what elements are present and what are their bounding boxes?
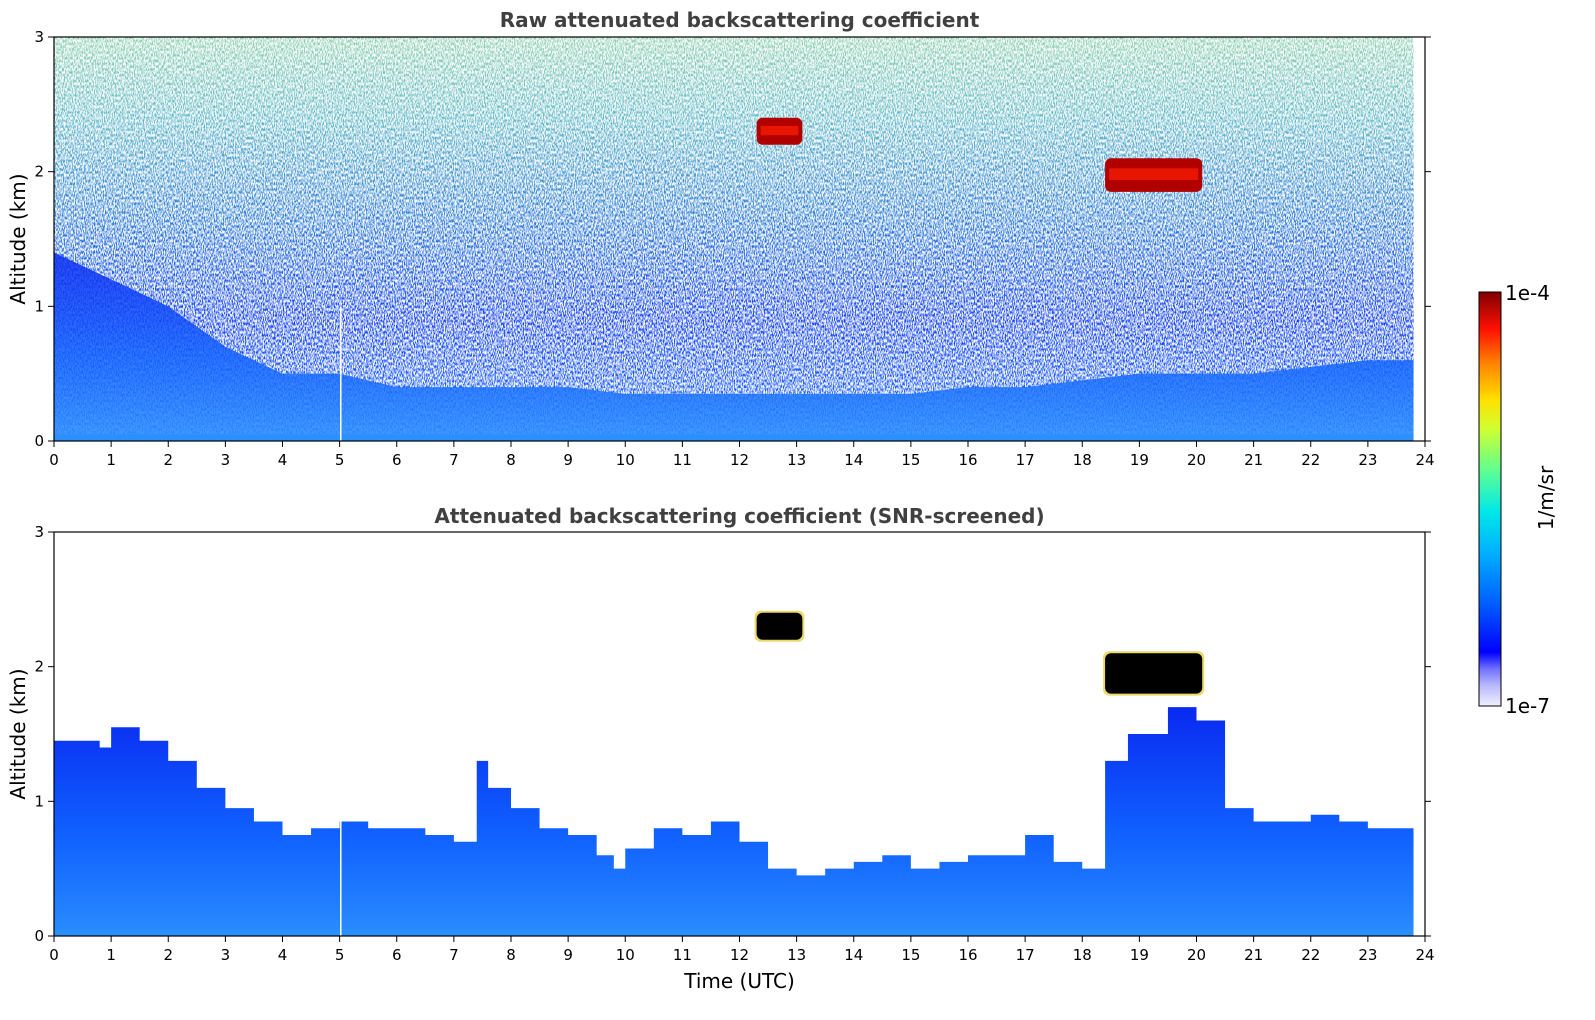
cloud-layer-1	[754, 610, 805, 642]
x-tick-label: 16	[958, 946, 977, 964]
x-tick-label: 15	[901, 946, 920, 964]
x-tick-label: 11	[673, 946, 692, 964]
x-tick-label: 8	[506, 946, 516, 964]
panel-raw-ylabel: Altitude (km)	[6, 173, 30, 304]
x-tick-label: 22	[1301, 946, 1320, 964]
x-tick-label: 13	[787, 451, 806, 469]
no-data-region	[1413, 532, 1425, 936]
panel-screened-xlabel: Time (UTC)	[683, 969, 795, 993]
x-tick-label: 21	[1244, 451, 1263, 469]
x-tick-label: 17	[1016, 946, 1035, 964]
x-tick-label: 19	[1130, 946, 1149, 964]
colorbar-max-label: 1e-4	[1505, 281, 1550, 305]
y-tick-label: 2	[34, 658, 44, 676]
near-surface-layer	[54, 929, 1414, 936]
x-tick-label: 3	[221, 946, 231, 964]
y-tick-label: 0	[34, 927, 44, 945]
x-tick-label: 5	[335, 946, 345, 964]
x-tick-label: 8	[506, 451, 516, 469]
x-tick-label: 24	[1415, 451, 1434, 469]
x-tick-label: 18	[1073, 946, 1092, 964]
x-tick-label: 4	[278, 946, 288, 964]
y-tick-label: 0	[34, 432, 44, 450]
x-tick-label: 2	[163, 451, 173, 469]
x-tick-label: 6	[392, 946, 402, 964]
x-tick-label: 11	[673, 451, 692, 469]
x-tick-label: 17	[1016, 451, 1035, 469]
panel-raw-title: Raw attenuated backscattering coefficien…	[500, 8, 980, 32]
no-data-region	[1413, 37, 1425, 441]
x-tick-label: 10	[616, 451, 635, 469]
colorbar-gradient	[1478, 291, 1502, 707]
x-tick-label: 12	[730, 946, 749, 964]
y-tick-label: 3	[34, 28, 44, 46]
x-tick-label: 20	[1187, 451, 1206, 469]
x-tick-label: 13	[787, 946, 806, 964]
x-tick-label: 1	[106, 946, 116, 964]
colorbar: 1e-4 1e-7 1/m/sr	[1478, 281, 1558, 718]
boundary-layer-aerosol	[54, 707, 1414, 936]
cloud-layer-1	[756, 117, 803, 145]
x-tick-label: 18	[1073, 451, 1092, 469]
panel-screened-title: Attenuated backscattering coefficient (S…	[434, 504, 1044, 528]
y-tick-label: 2	[34, 163, 44, 181]
x-tick-label: 14	[844, 946, 863, 964]
panel-screened: Attenuated backscattering coefficient (S…	[6, 504, 1435, 993]
x-tick-label: 10	[616, 946, 635, 964]
x-tick-label: 3	[221, 451, 231, 469]
x-tick-label: 4	[278, 451, 288, 469]
y-tick-label: 1	[34, 297, 44, 315]
y-tick-label: 1	[34, 792, 44, 810]
x-tick-label: 0	[49, 451, 59, 469]
x-tick-label: 14	[844, 451, 863, 469]
x-tick-label: 22	[1301, 451, 1320, 469]
cloud-layer-2	[1105, 158, 1203, 192]
x-tick-label: 7	[449, 946, 459, 964]
x-tick-label: 9	[563, 946, 573, 964]
x-tick-label: 21	[1244, 946, 1263, 964]
x-tick-label: 20	[1187, 946, 1206, 964]
boundary-layer-aerosol	[54, 252, 1414, 441]
x-tick-label: 15	[901, 451, 920, 469]
x-tick-label: 12	[730, 451, 749, 469]
x-tick-label: 7	[449, 451, 459, 469]
panel-screened-ylabel: Altitude (km)	[6, 668, 30, 799]
x-tick-label: 0	[49, 946, 59, 964]
cloud-layer-2	[1103, 651, 1205, 696]
x-tick-label: 2	[163, 946, 173, 964]
colorbar-min-label: 1e-7	[1505, 694, 1550, 718]
x-tick-label: 23	[1358, 946, 1377, 964]
x-tick-label: 5	[335, 451, 345, 469]
x-tick-label: 1	[106, 451, 116, 469]
colorbar-unit-label: 1/m/sr	[1534, 465, 1558, 530]
x-tick-label: 6	[392, 451, 402, 469]
x-tick-label: 9	[563, 451, 573, 469]
x-tick-label: 23	[1358, 451, 1377, 469]
near-surface-layer	[54, 434, 1414, 441]
x-tick-label: 16	[958, 451, 977, 469]
x-tick-label: 19	[1130, 451, 1149, 469]
panel-raw: Raw attenuated backscattering coefficien…	[6, 8, 1435, 469]
y-tick-label: 3	[34, 523, 44, 541]
x-tick-label: 24	[1415, 946, 1434, 964]
